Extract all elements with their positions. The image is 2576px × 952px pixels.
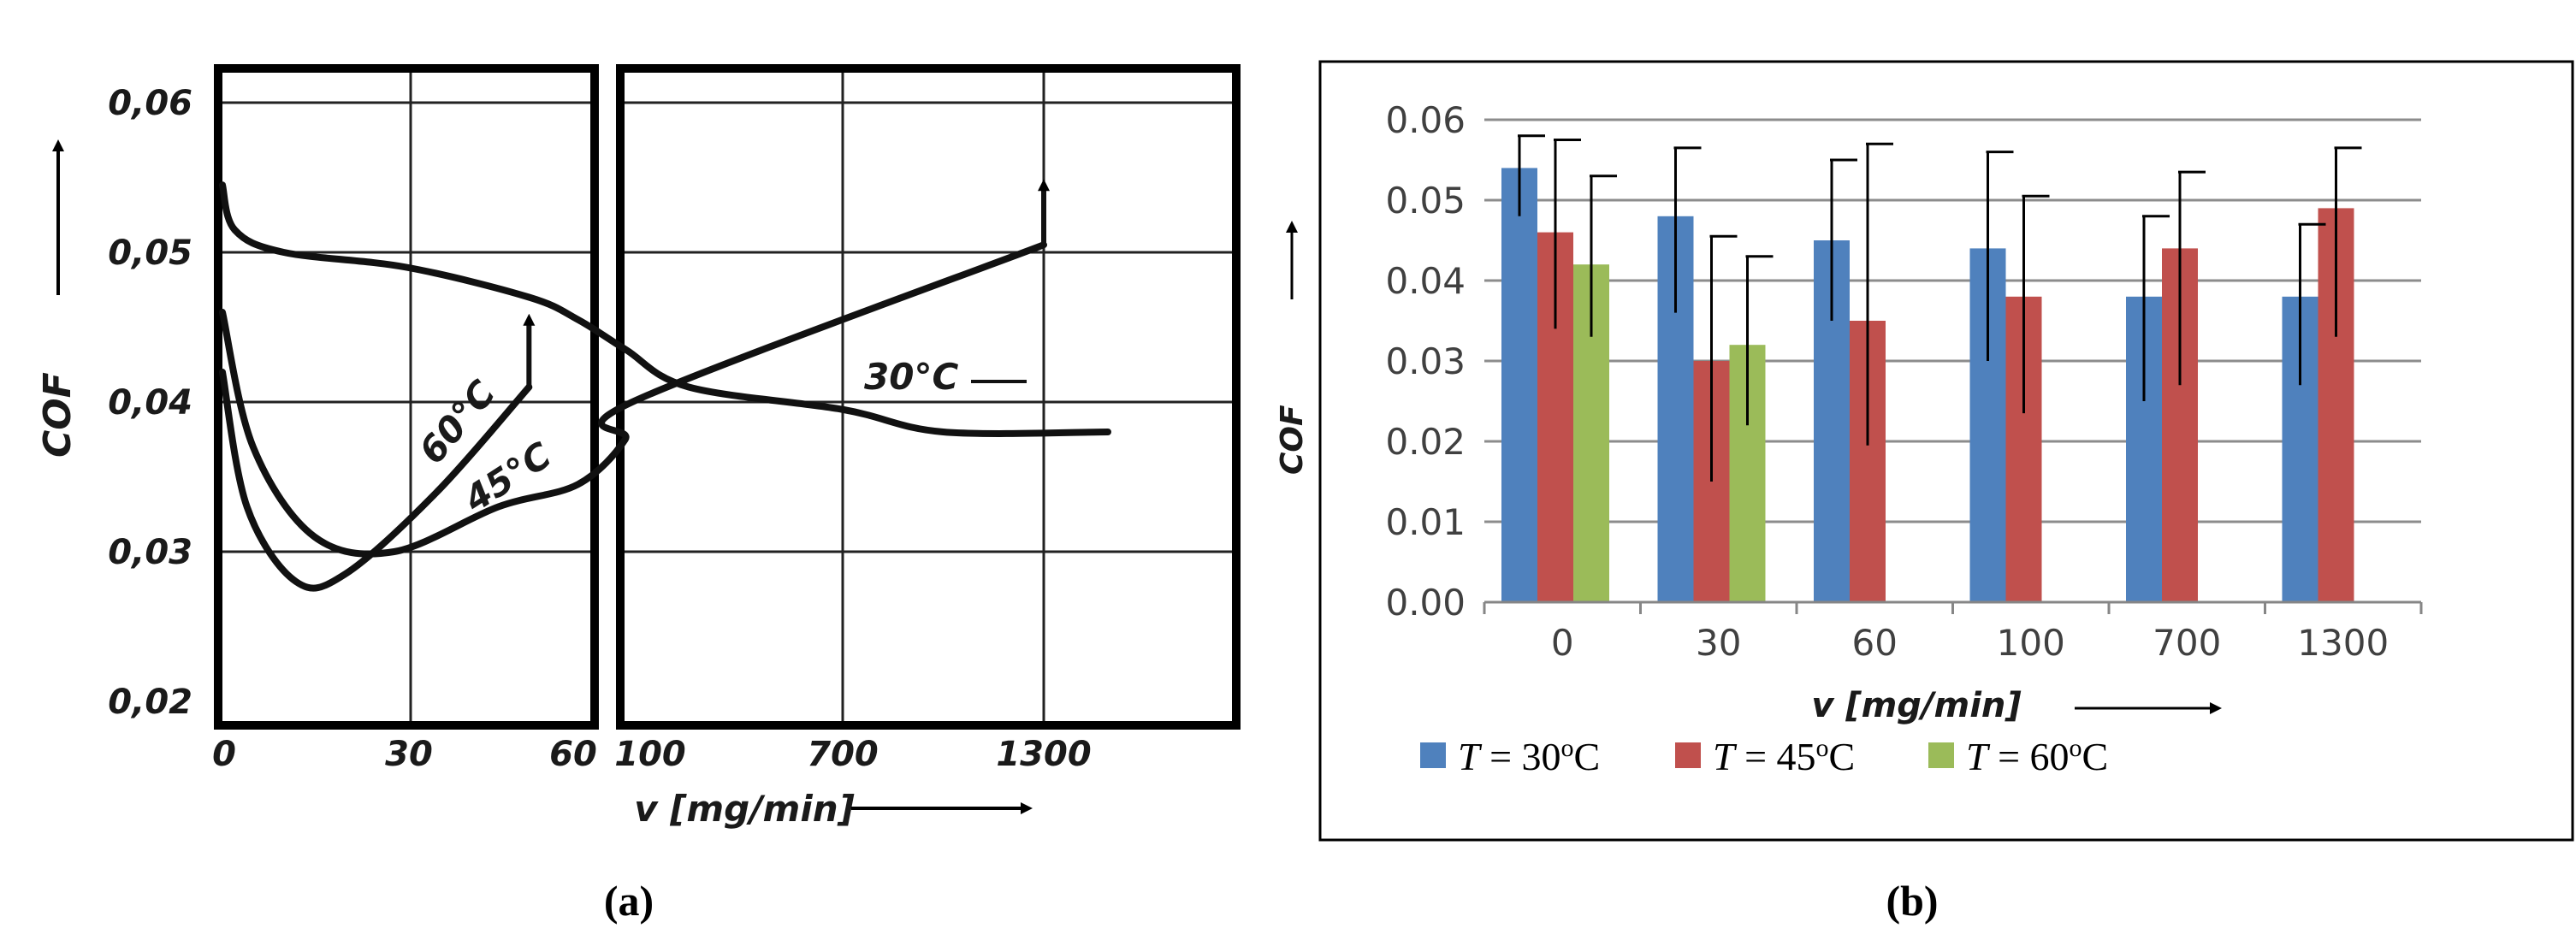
- chart-b-legend-swatch: [1675, 742, 1701, 768]
- chart-a-xtick-label: 60: [549, 735, 597, 774]
- panel-a-label: (a): [604, 877, 654, 925]
- chart-a-curve-45c: [219, 241, 1047, 558]
- chart-a-ytick-label: 0,05: [108, 234, 192, 273]
- chart-a-ytick-label: 0,03: [108, 533, 192, 572]
- chart-b-legend-swatch: [1928, 742, 1954, 768]
- chart-b-xlabel: v [mg/min]: [1811, 686, 2021, 725]
- chart-a-xtick-label: 100: [614, 735, 686, 774]
- chart-b-y-ticks: 0.00 0.01 0.02 0.03 0.04 0.05 0.06: [1385, 99, 1466, 624]
- chart-a-xtick-label: 0: [212, 735, 236, 774]
- chart-b-ytick-label: 0.04: [1385, 260, 1466, 302]
- chart-b-xtick-label: 30: [1696, 622, 1741, 664]
- chart-b-bars: [1501, 168, 2354, 603]
- chart-a-xtick-label: 1300: [996, 735, 1091, 774]
- chart-a-curve-label: 60°C: [411, 372, 504, 471]
- chart-b-xtick-label: 1300: [2297, 622, 2389, 664]
- chart-b-ytick-label: 0.01: [1385, 501, 1466, 543]
- chart-a-curve-60c: [219, 369, 533, 592]
- chart-b-legend: T = 30oC T = 45oC T = 60oC: [1420, 734, 2108, 778]
- chart-b-ytick-label: 0.06: [1385, 99, 1466, 141]
- chart-b-error-bars: [1518, 134, 2362, 482]
- chart-a-y-ticks: 0,06 0,05 0,04 0,03 0,02: [108, 84, 192, 722]
- chart-b-ytick-label: 0.02: [1385, 421, 1466, 463]
- chart-b-legend-label: T = 60oC: [1966, 734, 2108, 778]
- chart-b-gridlines: [1484, 118, 2421, 523]
- chart-a-xtick-label: 700: [807, 735, 879, 774]
- chart-a-left-frame: [214, 64, 599, 730]
- chart-b-legend-label: T = 45oC: [1713, 734, 1855, 778]
- chart-b-ytick-label: 0.00: [1385, 582, 1466, 624]
- chart-b-xtick-label: 60: [1852, 622, 1898, 664]
- chart-a-curve-label: 45°C: [456, 434, 559, 521]
- chart-b-legend-label: T = 30oC: [1458, 734, 1600, 778]
- chart-b-x-ticks: 0 30 60 100 700 1300: [1483, 602, 2423, 664]
- chart-a-curve-30c: [219, 181, 1111, 437]
- chart-a-curve-labels: 30°C 45°C60°C: [411, 356, 1027, 521]
- chart-b-ytick-label: 0.03: [1385, 340, 1466, 382]
- chart-a-curve-label: 30°C: [864, 356, 958, 398]
- chart-a-ytick-label: 0,06: [108, 84, 192, 123]
- chart-a-xlabel: v [mg/min]: [634, 788, 855, 830]
- chart-a-axis-break: [599, 60, 616, 736]
- chart-b-legend-swatch: [1420, 742, 1446, 768]
- chart-a-xtick-label: 30: [385, 735, 433, 774]
- chart-a-x-ticks: 0 30 60 100 700 1300: [212, 735, 1092, 774]
- chart-a-ytick-label: 0,02: [108, 683, 192, 722]
- chart-b: 0.00 0.01 0.02 0.03 0.04 0.05 0.06 0 30 60 100 700…: [1275, 60, 2574, 925]
- chart-b-xtick-label: 700: [2153, 622, 2221, 664]
- chart-b-ytick-label: 0.05: [1385, 180, 1466, 222]
- chart-a: 0,06 0,05 0,04 0,03 0,02 0 30 60 100 700 1300 30°…: [36, 60, 1241, 925]
- chart-a-ytick-label: 0,04: [108, 383, 192, 423]
- panel-b-label: (b): [1886, 877, 1938, 925]
- chart-b-ylabel: COF: [1275, 405, 1310, 475]
- chart-b-xtick-label: 0: [1551, 622, 1574, 664]
- chart-b-xtick-label: 100: [1997, 622, 2065, 664]
- chart-b-bar: [1501, 168, 1537, 602]
- chart-a-ylabel: COF: [36, 372, 80, 458]
- chart-a-curves: [219, 179, 1111, 592]
